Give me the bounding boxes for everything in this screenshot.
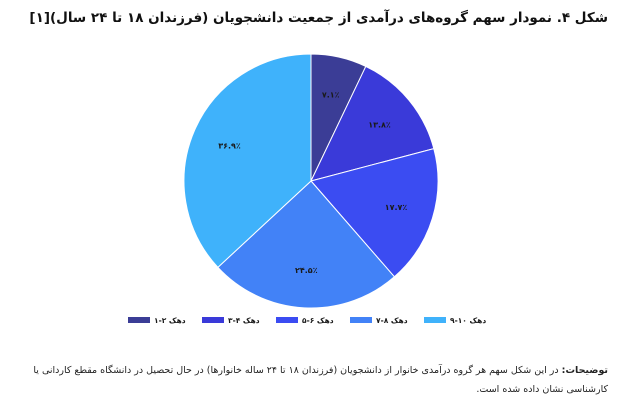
pie-slice-5 [183,53,312,269]
chart-title: شکل ۴. نمودار سهم گروه‌های درآمدی از جمع… [14,10,608,26]
caption-lead: توضیحات: [561,365,608,376]
pie-slices [183,53,439,309]
figure-number: شکل ۴. [556,10,608,26]
legend-label-1: دهک ۲-۱ [154,316,186,325]
legend-label-2: دهک ۴-۳ [228,316,260,325]
legend-label-5: دهک ۱۰-۹ [450,316,486,325]
figure-caption: توضیحات: در این شکل سهم هر گروه درآمدی خ… [12,361,608,399]
legend-swatch-5 [424,317,446,323]
pie-slice-4 [217,180,396,309]
legend-label-3: دهک ۶-۵ [302,316,334,325]
legend-swatch-3 [276,317,298,323]
pie-slice-2 [310,65,435,182]
legend-swatch-2 [202,317,224,323]
slice-label-5: ۳۶.۹٪ [218,141,241,150]
figure-title-text: نمودار سهم گروه‌های درآمدی از جمعیت دانش… [29,10,553,26]
slice-label-2: ۱۳.۸٪ [368,120,391,129]
legend-label-4: دهک ۸-۷ [376,316,408,325]
pie-slice-labels: ۷.۱٪ ۱۳.۸٪ ۱۷.۷٪ ۲۴.۵٪ ۳۶.۹٪ [218,90,407,274]
pie-slice-3 [310,148,439,278]
legend-swatch-4 [350,317,372,323]
caption-text: در این شکل سهم هر گروه درآمدی خانوار از … [33,365,608,395]
legend-swatch-1 [128,317,150,323]
legend: دهک ۲-۱ دهک ۴-۳ دهک ۶-۵ دهک ۸-۷ دهک ۱۰-۹ [128,316,486,325]
slice-label-3: ۱۷.۷٪ [385,203,408,212]
slice-label-4: ۲۴.۵٪ [295,266,318,275]
slice-label-1: ۷.۱٪ [322,90,340,99]
